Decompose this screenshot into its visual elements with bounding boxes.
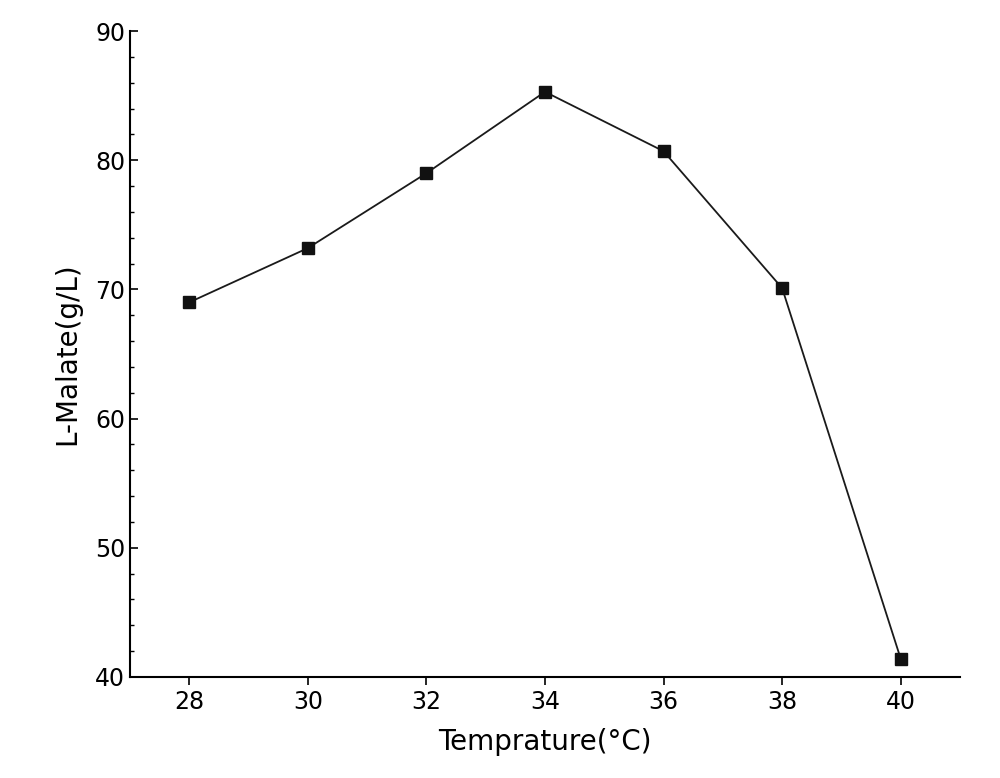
Y-axis label: L-Malate(g/L): L-Malate(g/L) [53,263,81,445]
X-axis label: Temprature(°C): Temprature(°C) [438,728,652,756]
